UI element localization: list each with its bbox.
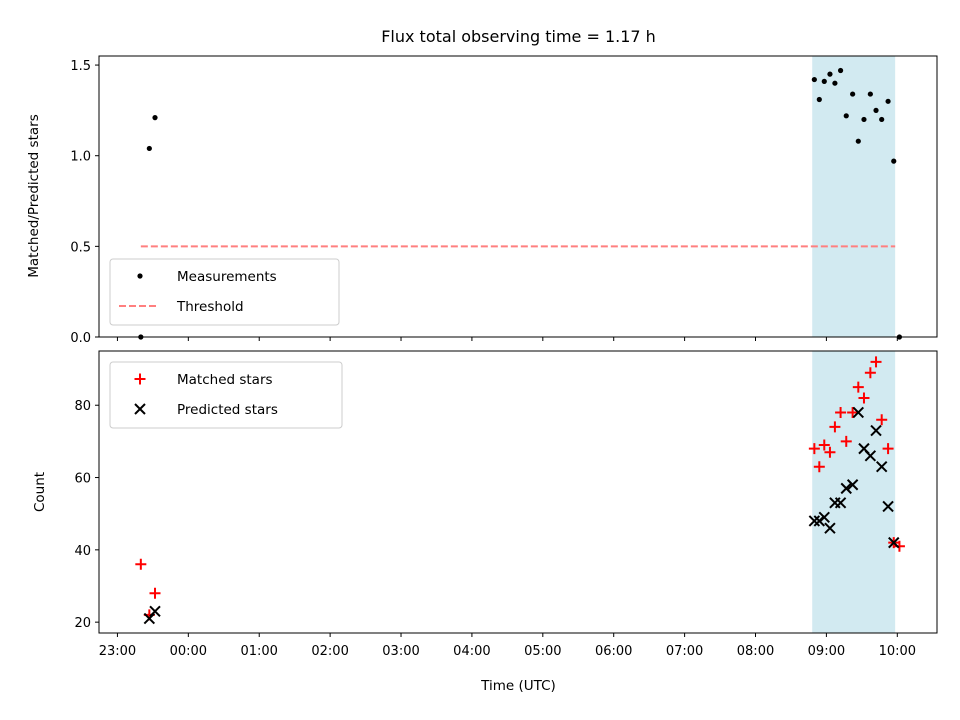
measurement-point — [811, 76, 817, 83]
predicted-stars-point — [818, 511, 830, 524]
predicted-stars-point — [834, 497, 847, 509]
matched-stars-point — [840, 435, 852, 447]
measurement-point — [832, 80, 838, 86]
x-tick-label: 23:00 — [99, 644, 136, 659]
predicted-stars-point — [808, 515, 821, 527]
x-tick-label: 08:00 — [737, 644, 774, 659]
legend-marker-predicted — [134, 403, 146, 415]
predicted-stars-point — [870, 424, 882, 437]
measurement-point — [843, 113, 849, 119]
measurement-point — [146, 145, 152, 152]
observing-window-span — [812, 351, 896, 633]
predicted-stars-point — [852, 406, 865, 419]
y-tick-label: 40 — [74, 544, 91, 559]
y-tick-label: 80 — [74, 399, 91, 414]
matched-stars-point — [882, 443, 894, 455]
legend-box — [109, 361, 343, 429]
measurement-point — [891, 158, 897, 164]
matched-stars-point — [818, 439, 830, 451]
measurement-point — [837, 67, 844, 74]
measurement-point — [827, 71, 833, 77]
matched-stars-point — [808, 443, 820, 455]
matched-stars-point — [858, 392, 870, 404]
predicted-stars-point — [888, 536, 900, 549]
matched-stars-point — [835, 406, 847, 418]
legend-marker-matched — [134, 373, 146, 385]
legend-label: Predicted stars — [177, 402, 278, 418]
y-tick-label: 1.0 — [70, 150, 91, 165]
predicted-stars-point — [864, 450, 877, 462]
chart-title: Flux total observing time = 1.17 h — [381, 27, 656, 46]
y-tick-label: 0.5 — [70, 240, 91, 255]
predicted-stars-point — [875, 460, 888, 473]
y-tick-label: 1.5 — [70, 59, 91, 74]
matched-stars-point — [135, 558, 147, 570]
count-panel: 20 40 60 80 23:00 00:00 01:00 02:00 03:00 04:00 05… — [74, 350, 938, 659]
x-tick-label: 06:00 — [595, 644, 632, 659]
observing-window-span — [812, 56, 896, 337]
legend: Matched stars Predicted stars — [109, 361, 343, 429]
matched-stars-point — [847, 406, 859, 418]
ratio-panel: 0.0 0.5 1.0 1.5 Measurements Threshold — [70, 55, 938, 346]
predicted-stars-point — [846, 479, 859, 491]
measurement-point — [885, 98, 891, 104]
predicted-stars-point — [143, 612, 156, 625]
measurement-point — [867, 91, 873, 97]
legend: Measurements Threshold — [109, 258, 340, 326]
measurement-point — [821, 78, 827, 84]
predicted-stars-point — [824, 522, 836, 534]
y-tick-label: 0.0 — [70, 331, 91, 346]
y-axis-label-ratio: Matched/Predicted stars — [26, 114, 42, 277]
legend-label: Matched stars — [177, 372, 273, 388]
y-tick-label: 60 — [74, 472, 91, 487]
x-tick-label: 07:00 — [666, 644, 703, 659]
legend-marker-measurements — [137, 273, 143, 279]
matched-stars-point — [893, 540, 905, 552]
plot-frame — [98, 55, 938, 338]
x-tick-label: 05:00 — [524, 644, 561, 659]
measurement-point — [873, 107, 879, 113]
y-axis-label-count: Count — [32, 472, 48, 512]
x-axis-label: Time (UTC) — [480, 678, 556, 694]
predicted-stars-point — [840, 482, 852, 495]
y-tick-label: 20 — [74, 616, 91, 631]
x-tick-label: 02:00 — [311, 644, 348, 659]
legend-box — [109, 258, 340, 326]
matched-stars-point — [149, 587, 161, 599]
x-tick-label: 01:00 — [240, 644, 277, 659]
matched-stars-point — [829, 421, 841, 433]
matched-stars-point — [864, 367, 876, 379]
matched-stars-point — [876, 414, 888, 426]
measurement-point — [879, 116, 885, 123]
measurement-point — [816, 96, 822, 103]
predicted-stars-point — [882, 500, 894, 513]
matched-stars-point — [870, 356, 882, 368]
x-tick-label: 00:00 — [170, 644, 207, 659]
measurement-point — [850, 91, 856, 97]
measurement-point — [855, 138, 861, 144]
predicted-stars-point — [149, 605, 161, 618]
matched-stars-point — [824, 446, 836, 458]
x-tick-label: 04:00 — [453, 644, 490, 659]
measurement-point — [152, 115, 158, 121]
matched-stars-point — [852, 381, 864, 393]
plot-frame — [98, 350, 938, 634]
measurement-point — [861, 116, 867, 123]
x-tick-label: 03:00 — [382, 644, 419, 659]
legend-label: Measurements — [177, 269, 277, 285]
x-tick-label: 10:00 — [879, 644, 916, 659]
legend-label: Threshold — [176, 299, 244, 315]
x-tick-label: 09:00 — [808, 644, 845, 659]
matched-stars-point — [813, 461, 825, 473]
